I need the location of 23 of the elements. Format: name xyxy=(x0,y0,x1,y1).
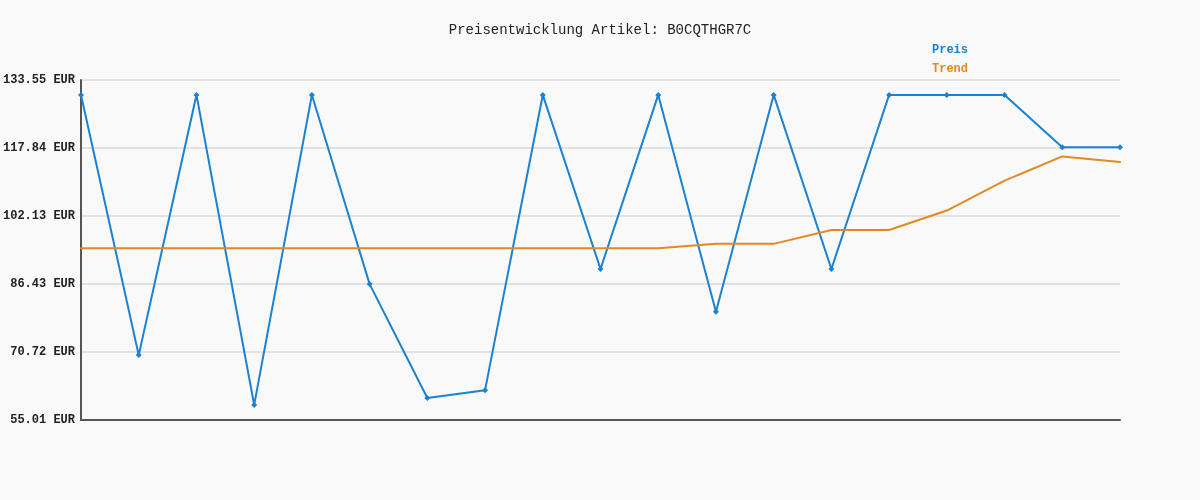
line-series xyxy=(80,155,1121,250)
point xyxy=(308,91,315,98)
point xyxy=(135,352,142,359)
point xyxy=(366,281,373,288)
text: Trend xyxy=(931,62,968,76)
point xyxy=(1001,91,1008,98)
chart-title: Preisentwicklung Artikel: B0CQTHGR7C xyxy=(448,22,752,38)
point xyxy=(539,91,546,98)
point xyxy=(193,91,200,98)
point xyxy=(1059,144,1066,151)
y-tick-label: 117.84 EUR xyxy=(3,141,76,156)
point xyxy=(1117,144,1123,151)
y-tick-label: 70.72 EUR xyxy=(10,344,76,359)
text: Preis xyxy=(931,43,968,57)
y-tick-label: 133.55 EUR xyxy=(3,73,76,87)
point xyxy=(78,91,85,98)
point xyxy=(482,387,489,394)
point xyxy=(655,91,662,98)
y-tick-label: 102.13 EUR xyxy=(3,209,76,224)
point xyxy=(424,394,431,401)
y-tick-label: 86.43 EUR xyxy=(10,276,76,291)
y-tick-label: 55.01 EUR xyxy=(10,413,76,427)
point xyxy=(770,91,777,98)
